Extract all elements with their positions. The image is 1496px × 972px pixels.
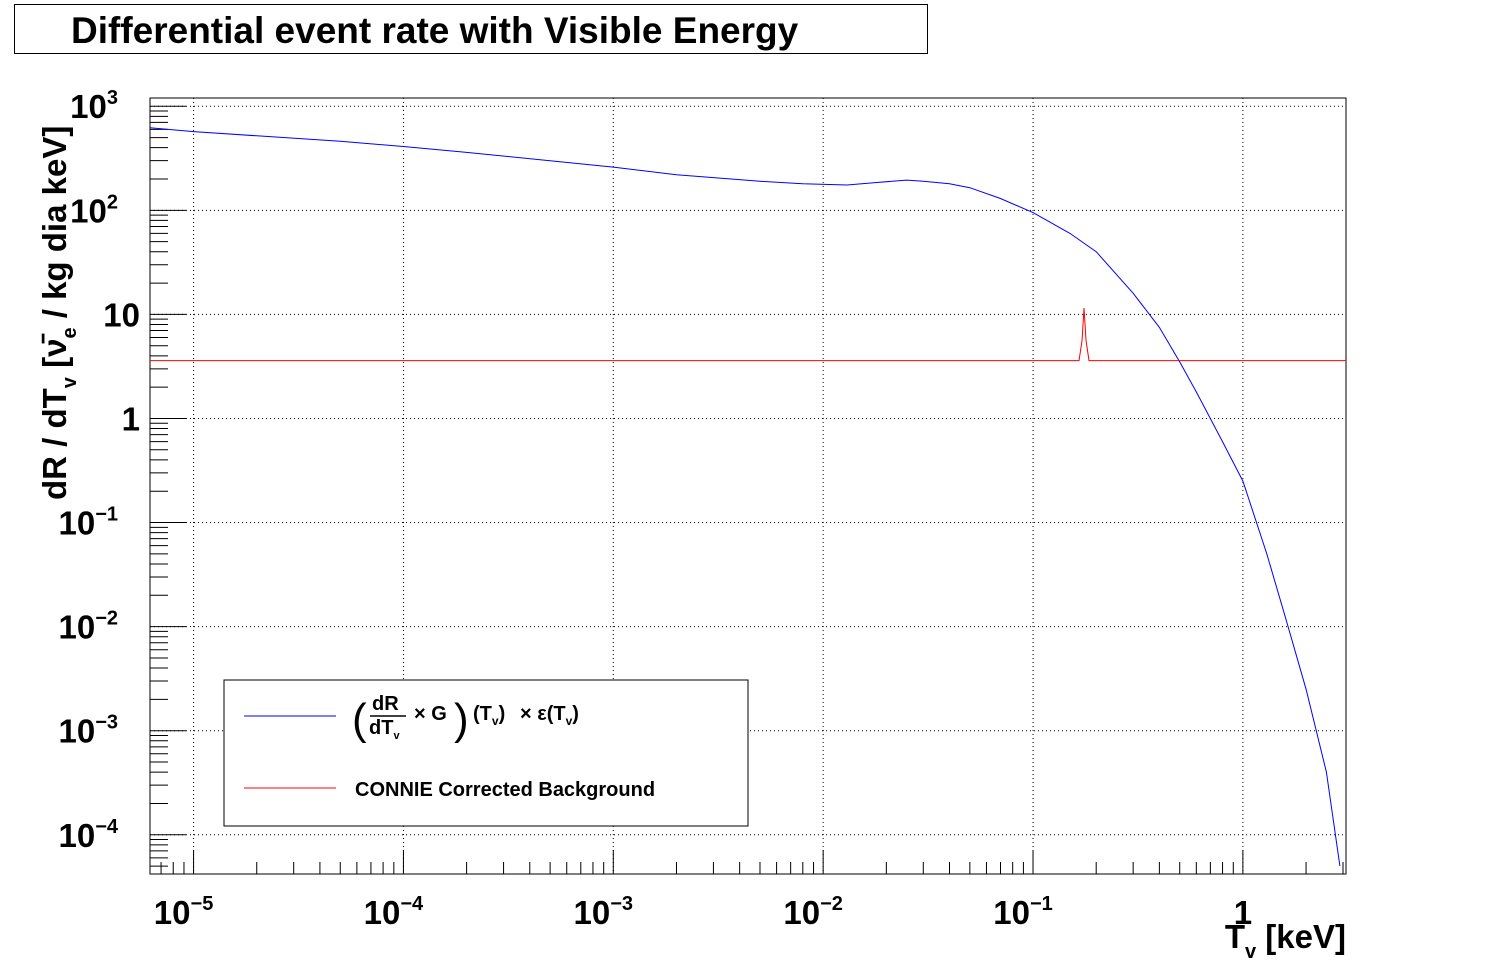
grid-lines [150, 98, 1346, 874]
x-tick-label: 10−4 [364, 893, 424, 931]
y-tick-label: 1 [122, 400, 140, 437]
series-line-rate [149, 127, 1341, 867]
chart-title: Differential event rate with Visible Ene… [71, 10, 799, 51]
series-line-background [150, 308, 1346, 362]
y-tick-labels: 10−4 10−3 10−2 10−1 1 10 102 103 [58, 87, 140, 854]
y-tick-label: 10−2 [58, 608, 118, 646]
y-tick-label: 10−1 [58, 504, 118, 542]
y-tick-label: 102 [70, 191, 118, 229]
legend-box [223, 679, 749, 827]
y-axis-title: dR / dTv [ν̄e / kg dia keV] [36, 126, 81, 500]
x-tick-label: 10−3 [574, 893, 634, 931]
legend-times-g: × G [414, 703, 447, 725]
series-layer [149, 127, 1346, 867]
y-tick-label: 10−3 [58, 712, 118, 750]
plot-frame [149, 97, 1347, 875]
legend-entry-connie: CONNIE Corrected Background [355, 779, 655, 801]
legend-frac-den: dTv [369, 717, 400, 742]
legend-frac-num: dR [372, 693, 399, 715]
legend-open-paren: ( [352, 695, 367, 744]
x-tick-label: 10−1 [993, 893, 1053, 931]
legend-close-paren: ) [454, 695, 469, 744]
x-axis-title: Tv [keV] [1225, 918, 1346, 963]
legend: ( dR dTv × G ) (Tv) × ε(Tv) CONNIE Corre… [223, 679, 749, 827]
y-tick-label: 10 [103, 296, 140, 333]
legend-epsilon: × ε(Tv) [520, 703, 579, 728]
y-tick-label: 10−4 [58, 816, 118, 854]
legend-tv: (Tv) [473, 703, 505, 728]
x-tick-label: 1 [1234, 894, 1252, 931]
x-tick-label: 10−2 [783, 893, 843, 931]
y-tick-label: 103 [70, 87, 118, 125]
x-tick-labels: 10−5 10−4 10−3 10−2 10−1 1 [154, 893, 1252, 931]
chart-title-box: Differential event rate with Visible Ene… [14, 4, 928, 54]
x-tick-label: 10−5 [154, 893, 214, 931]
minor-ticks [150, 105, 1344, 874]
